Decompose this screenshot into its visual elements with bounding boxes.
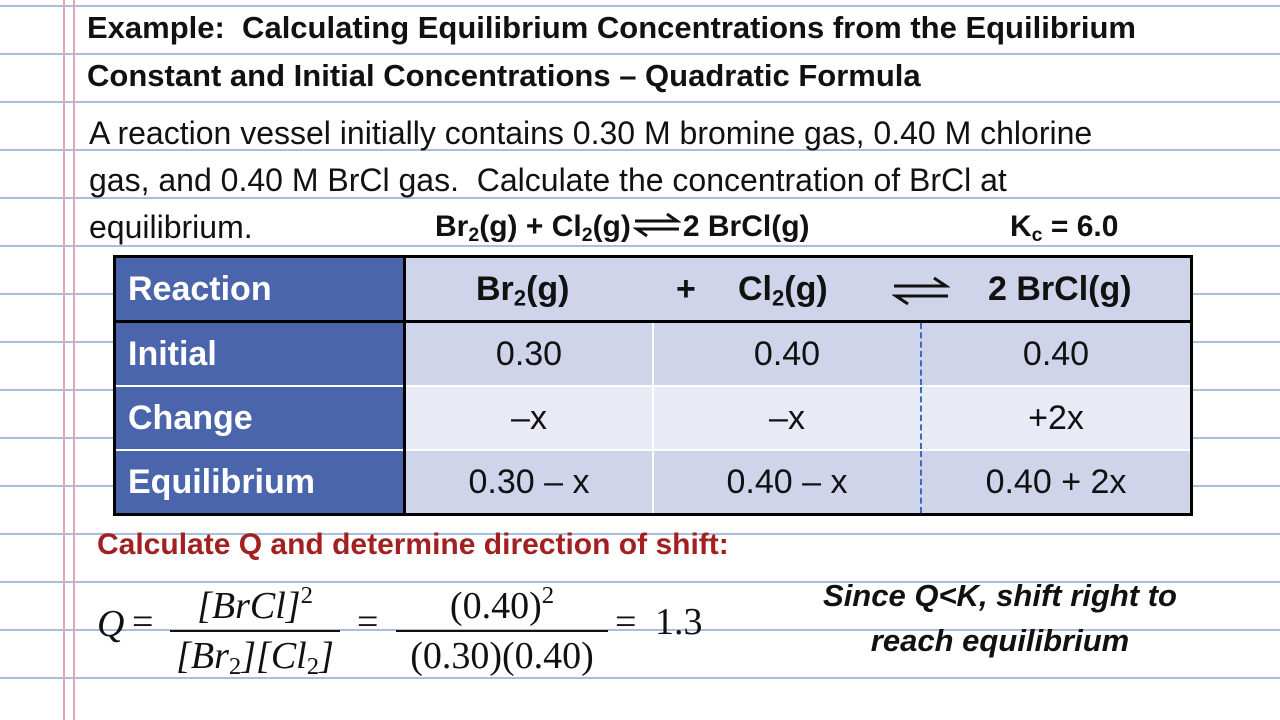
eq-part: Br — [435, 210, 469, 243]
num-part: (0.40) — [449, 584, 542, 627]
fraction: [BrCl]2 [Br2][Cl2] — [170, 574, 340, 689]
problem-text: gas, and 0.40 M BrCl gas. Calculate the … — [89, 162, 1007, 198]
eq-part: 2 BrCl(g) — [682, 210, 810, 243]
den-part: ][Cl — [241, 634, 307, 677]
num-part: [BrCl] — [197, 584, 301, 627]
species-sub: 2 — [513, 285, 527, 311]
cell: 0.40 – x — [652, 450, 921, 515]
den-part: [Br — [176, 634, 229, 677]
cell: +2x — [920, 386, 1192, 450]
cell: 0.40 — [652, 321, 921, 386]
title: Constant and Initial Concentrations – Qu… — [87, 58, 921, 93]
conclusion: reach equilibrium — [870, 623, 1130, 658]
row-label: Reaction — [114, 256, 406, 322]
num-sup: 2 — [541, 582, 555, 609]
den-sub: 2 — [228, 652, 242, 680]
cell: 0.30 – x — [403, 450, 653, 515]
header-species: Br2(g) + Cl2(g) 2 BrCl(g) — [403, 256, 1192, 322]
plus: + — [676, 270, 696, 308]
num-sup: 2 — [300, 582, 313, 609]
numerator: (0.40)2 — [396, 574, 608, 628]
fraction-bar — [170, 629, 340, 632]
equals: = — [357, 601, 379, 643]
conclusion: Since Q<K, shift right to — [823, 578, 1177, 613]
q-result: 1.3 — [655, 601, 703, 643]
species-sub: 2 — [772, 285, 785, 311]
kc: Kc = 6.0 — [1010, 210, 1118, 247]
row: Change –x –x +2x — [114, 386, 1192, 450]
species: 2 BrCl(g) — [988, 270, 1132, 308]
cell: 0.30 — [403, 321, 653, 386]
species-part: (g) — [784, 270, 828, 308]
margin-line — [73, 0, 75, 720]
kc-sub: c — [1031, 223, 1043, 246]
numerator: [BrCl]2 — [170, 574, 340, 628]
q-lhs: Q — [97, 603, 125, 645]
kc-part: K — [1010, 210, 1032, 243]
eq-arrow — [632, 212, 682, 238]
q-heading: Calculate Q and determine direction of s… — [97, 528, 729, 561]
cell: 0.40 — [920, 321, 1192, 386]
kc-part: = 6.0 — [1042, 210, 1119, 243]
row: Initial 0.30 0.40 0.40 — [114, 321, 1192, 386]
equals: = — [615, 601, 637, 643]
denominator: [Br2][Cl2] — [170, 634, 340, 689]
row-label: Change — [114, 386, 406, 450]
title: Example: Calculating Equilibrium Concent… — [87, 10, 1136, 45]
equals: = — [132, 601, 154, 643]
cell: –x — [652, 386, 921, 450]
margin-line — [63, 0, 65, 720]
problem-text: equilibrium. — [89, 209, 253, 245]
species-part: Cl — [738, 270, 772, 308]
ice-table: Reaction Br2(g) + Cl2(g) 2 BrCl(g) Initi… — [113, 255, 1193, 516]
eq-sub: 2 — [581, 223, 593, 246]
species-part: (g) — [526, 270, 570, 308]
den-sub: 2 — [306, 652, 320, 680]
fraction: (0.40)2 (0.30)(0.40) — [396, 574, 608, 678]
row: Equilibrium 0.30 – x 0.40 – x 0.40 + 2x — [114, 450, 1192, 515]
eq-part: (g) — [592, 210, 631, 243]
denominator: (0.30)(0.40) — [410, 634, 594, 677]
row-label: Initial — [114, 321, 406, 386]
cell: 0.40 + 2x — [920, 450, 1192, 515]
species: Br2(g) — [476, 270, 570, 312]
equation: Br2(g) + Cl2(g) 2 BrCl(g) — [435, 210, 810, 247]
header-row: Reaction Br2(g) + Cl2(g) 2 BrCl(g) — [114, 256, 1192, 322]
row-label: Equilibrium — [114, 450, 406, 515]
eq-part: (g) + Cl — [479, 210, 582, 243]
species-part: Br — [476, 270, 514, 308]
fraction-bar — [396, 629, 608, 632]
species: Cl2(g) — [738, 270, 828, 312]
eq-sub: 2 — [468, 223, 480, 246]
problem-text: A reaction vessel initially contains 0.3… — [89, 115, 1093, 151]
den-part: ] — [319, 634, 334, 677]
cell: –x — [403, 386, 653, 450]
eq-arrow — [892, 276, 950, 306]
